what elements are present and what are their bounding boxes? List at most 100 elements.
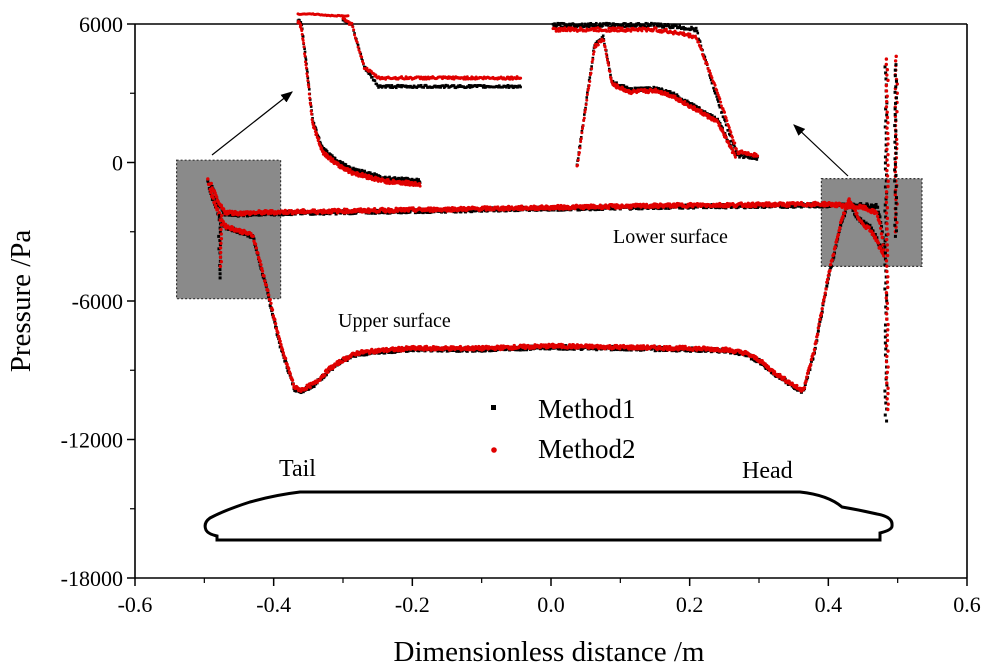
inset-method1-point [304, 58, 308, 62]
method1-point [525, 348, 529, 352]
method1-point [815, 204, 819, 208]
inset-method1-point [690, 102, 694, 106]
inset-method1-point [662, 26, 666, 29]
inset-method1-point [644, 21, 648, 25]
inset-method2-point [312, 124, 316, 128]
inset-method1-point [561, 25, 564, 29]
inset-method2-point [315, 132, 319, 136]
method1-point [839, 223, 843, 227]
method1-point [864, 221, 868, 225]
inset-method1-point [363, 65, 367, 69]
method1-point [805, 377, 809, 381]
method1-point [245, 214, 249, 218]
inset-method2-point [352, 28, 356, 32]
inset-method2-point [636, 29, 640, 33]
inset-method2-point [604, 52, 608, 56]
inset-method2-point [307, 92, 311, 96]
inset-method1-point [312, 122, 316, 125]
inset-method1-point [375, 82, 379, 86]
inset-method1-point [373, 172, 376, 175]
inset-method1-point [598, 24, 601, 27]
inset-method1-point [703, 110, 707, 113]
inset-method2-point [582, 116, 586, 120]
inset-method2-point [554, 29, 558, 33]
inset-method1-point [675, 93, 679, 96]
inset-method2-point [727, 126, 731, 130]
inset-method2-point [618, 26, 622, 30]
method2-point [278, 339, 282, 344]
method1-point [753, 359, 757, 363]
method1-point [597, 208, 601, 212]
inset-method1-point [587, 25, 591, 29]
inset-method2-point [360, 55, 364, 59]
inset-method2-point [300, 32, 304, 36]
method1-point [699, 349, 703, 353]
inset-method2-point [606, 61, 610, 65]
zoom-arrows [211, 91, 849, 177]
inset-method2-point [418, 184, 422, 188]
inset-method2-point [591, 57, 595, 61]
series-method2-lower [209, 181, 886, 252]
inset-right-method2 [551, 26, 760, 158]
inset-method2-point [721, 130, 725, 134]
inset-method1-point [560, 21, 563, 25]
inset-method2-point [640, 29, 644, 33]
method1-point [572, 347, 576, 351]
inset-method1-point [384, 175, 387, 179]
method2-point [805, 375, 809, 379]
inset-method1-point [305, 68, 309, 71]
inset-method1-point [710, 114, 714, 117]
inset-method2-point [756, 154, 760, 158]
inset-method2-point [309, 109, 313, 113]
method1-point [818, 205, 822, 209]
inset-method2-point [611, 26, 615, 30]
inset-method1-point [668, 90, 672, 93]
method1-point [436, 349, 440, 353]
inset-method1-point [309, 105, 313, 108]
inset-method2-point [301, 38, 305, 42]
inset-method1-point [709, 76, 712, 79]
inset-method2-point [620, 26, 624, 30]
method1-point [362, 353, 366, 357]
inset-method1-point [580, 22, 584, 26]
method2-point [876, 241, 881, 245]
inset-method2-point [586, 88, 590, 92]
inset-method1-point [663, 22, 667, 26]
inset-method1-point [616, 23, 619, 26]
inset-method1-point [303, 47, 306, 51]
method2-point [266, 288, 270, 293]
method2-point [291, 382, 295, 386]
inset-method1-point [301, 35, 305, 38]
method1-point [247, 233, 251, 237]
inset-method2-point [718, 97, 722, 101]
inset-method1-point [552, 24, 556, 28]
method2-point [837, 228, 841, 233]
inset-method2-point [713, 83, 717, 87]
inset-method1-point [434, 84, 437, 88]
method1-point [370, 211, 374, 215]
inset-method1-point [591, 22, 594, 26]
inset-method2-point [308, 96, 312, 100]
inset-left-upper-method2 [296, 19, 422, 188]
inset-method1-point [733, 145, 737, 149]
method1-point [859, 202, 863, 206]
method2-point [795, 383, 799, 388]
inset-left-lower-method1 [341, 18, 522, 90]
inset-method1-point [713, 89, 716, 93]
inset-method1-point [640, 23, 644, 26]
inset-method2-point [660, 89, 664, 93]
inset-method2-point [596, 26, 600, 30]
method1-point [334, 212, 338, 216]
inset-method2-point [583, 110, 587, 114]
inset-method1-point [601, 24, 604, 28]
method1-point [275, 332, 279, 336]
inset-method2-point [591, 52, 595, 56]
method2-point [815, 332, 820, 337]
method2-point [802, 386, 807, 390]
inset-method2-point [710, 76, 714, 80]
inset-method1-point [709, 113, 712, 116]
inset-method1-point [672, 91, 676, 95]
method1-point [866, 203, 870, 207]
method1-point [252, 237, 256, 241]
